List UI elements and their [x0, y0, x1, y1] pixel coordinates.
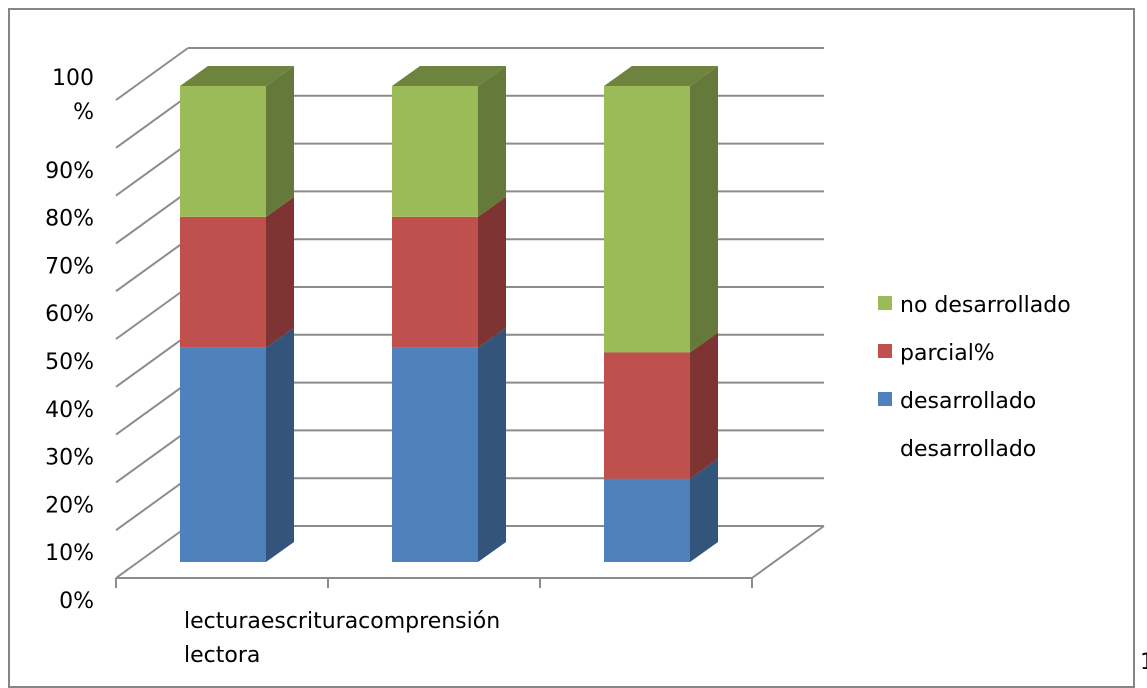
bar-segment-parcial- — [392, 216, 478, 348]
bar-side — [266, 66, 294, 217]
bar-segment-no-desarrollado — [604, 86, 690, 353]
y-tick-label: 50% — [45, 350, 94, 375]
bar-segment-desarrollado — [180, 347, 266, 562]
gridline-diagonal — [115, 238, 189, 293]
legend-label: parcial% — [900, 341, 995, 366]
bar-segment-parcial- — [604, 352, 690, 479]
x-category-label: lecturaescrituracomprensión — [184, 609, 500, 634]
y-tick-label: 70% — [45, 254, 94, 279]
bar-side — [478, 66, 506, 217]
gridline-diagonal — [115, 381, 189, 436]
bar-top — [392, 66, 506, 86]
legend-label: desarrollado — [900, 437, 1036, 462]
bar-side — [478, 196, 506, 348]
bar-segment-no-desarrollado — [180, 86, 266, 217]
gridline-diagonal — [115, 429, 189, 484]
legend-swatch — [878, 392, 892, 406]
bar-top — [604, 66, 718, 86]
legend-label: no desarrollado — [900, 293, 1071, 318]
floor-edge — [751, 525, 825, 579]
y-tick-label: 0% — [59, 589, 94, 614]
gridline-diagonal — [115, 477, 189, 532]
y-tick-label: 30% — [45, 446, 94, 471]
gridline-diagonal — [115, 94, 189, 149]
y-tick-label: 40% — [45, 398, 94, 423]
y-tick-label: 60% — [45, 302, 94, 327]
bar-side — [478, 327, 506, 562]
bar-side — [690, 332, 718, 479]
gridline-diagonal — [115, 47, 189, 101]
bar-segment-parcial- — [180, 216, 266, 348]
y-tick-label: 20% — [45, 493, 94, 518]
gridline-diagonal — [115, 333, 189, 388]
legend-swatch — [878, 344, 892, 358]
bar-side — [690, 458, 718, 562]
bar-segment-desarrollado — [392, 347, 478, 562]
gridline-diagonal — [115, 525, 189, 579]
x-category-label: lectora — [184, 643, 260, 668]
y-tick-label: 100% — [52, 66, 94, 125]
bar-side — [266, 196, 294, 348]
bar-segment-desarrollado — [604, 478, 690, 562]
legend-label: desarrollado — [900, 389, 1036, 414]
bar-top — [180, 66, 294, 86]
bar-side — [690, 66, 718, 353]
gridline-diagonal — [115, 142, 189, 197]
legend-swatch — [878, 296, 892, 310]
gridline-diagonal — [115, 286, 189, 340]
y-tick-label: 10% — [45, 541, 94, 566]
y-tick-label: 80% — [45, 207, 94, 232]
bar-segment-no-desarrollado — [392, 86, 478, 217]
bar-side — [266, 327, 294, 562]
gridline-diagonal — [115, 190, 189, 245]
page-number: 1 — [1140, 650, 1147, 675]
y-tick-label: 90% — [45, 159, 94, 184]
